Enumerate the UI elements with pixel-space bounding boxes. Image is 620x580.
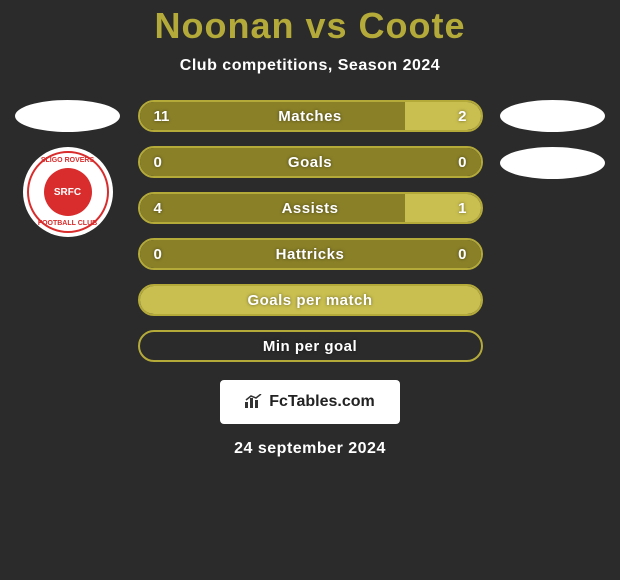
- stat-label: Goals: [140, 154, 481, 171]
- crest-center: SRFC: [44, 168, 92, 216]
- stats-bars: 112Matches 00Goals 41Assists 00Hattricks Goa…: [138, 100, 483, 362]
- club-right-placeholder: [500, 147, 605, 179]
- stat-label: Assists: [140, 200, 481, 217]
- date-label: 24 september 2024: [234, 440, 386, 458]
- page-title: Noonan vs Coote: [154, 5, 465, 47]
- stat-row: 00Goals: [138, 146, 483, 178]
- stat-row: 41Assists: [138, 192, 483, 224]
- crest-text-bottom: FOOTBALL CLUB: [38, 220, 97, 227]
- stat-label: Matches: [140, 108, 481, 125]
- stat-label: Goals per match: [140, 292, 481, 309]
- stat-row: Goals per match: [138, 284, 483, 316]
- player-right-placeholder: [500, 100, 605, 132]
- left-column: SLIGO ROVERS SRFC FOOTBALL CLUB: [13, 100, 123, 237]
- chart-icon: [245, 394, 263, 411]
- comparison-area: SLIGO ROVERS SRFC FOOTBALL CLUB 112Match…: [0, 100, 620, 362]
- subtitle: Club competitions, Season 2024: [180, 57, 440, 75]
- stat-label: Min per goal: [140, 338, 481, 355]
- stat-row: 112Matches: [138, 100, 483, 132]
- right-column: [498, 100, 608, 194]
- stat-row: Min per goal: [138, 330, 483, 362]
- stat-label: Hattricks: [140, 246, 481, 263]
- club-crest-left: SLIGO ROVERS SRFC FOOTBALL CLUB: [23, 147, 113, 237]
- stat-row: 00Hattricks: [138, 238, 483, 270]
- brand-box: FcTables.com: [220, 380, 400, 424]
- brand-label: FcTables.com: [269, 393, 375, 411]
- crest-text-top: SLIGO ROVERS: [41, 157, 94, 164]
- player-left-placeholder: [15, 100, 120, 132]
